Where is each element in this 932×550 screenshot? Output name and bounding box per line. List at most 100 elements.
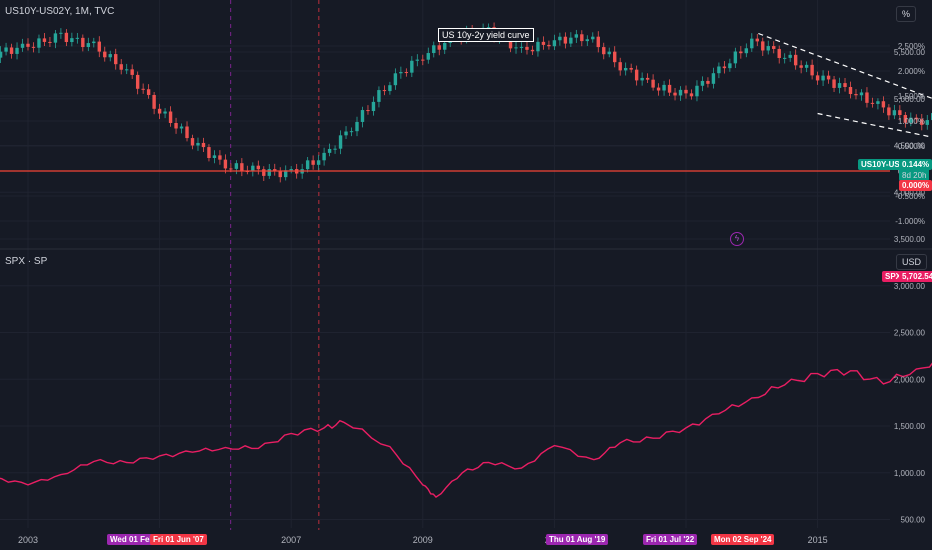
candle-body: [432, 45, 436, 54]
candle-body: [530, 49, 535, 52]
candle-body: [0, 51, 3, 58]
spx-last-value-tag: 5,702.54: [899, 271, 932, 282]
candle-body: [119, 64, 123, 70]
candle-body: [618, 62, 622, 71]
spx-unit-button[interactable]: USD: [896, 254, 928, 270]
candle-body: [327, 148, 332, 153]
candle-body: [536, 41, 540, 52]
candle-body: [596, 36, 600, 48]
vertical-grid: [27, 0, 819, 528]
candle-body: [103, 51, 107, 58]
candle-body: [711, 73, 716, 84]
candle-body: [700, 80, 705, 86]
candle-body: [212, 155, 217, 158]
candle-body: [4, 47, 8, 52]
candle-body: [645, 77, 650, 80]
time-marker-lines: [230, 0, 320, 530]
candle-body: [125, 69, 129, 71]
candle-body: [42, 38, 47, 42]
candle-body: [229, 168, 233, 170]
candle-body: [486, 27, 491, 29]
yield-axis-ticks: 2.500%2.000%1.500%1.000%0.500%0.000%-0.5…: [895, 42, 925, 226]
candle-body: [251, 165, 255, 172]
candle-body: [640, 77, 644, 81]
spx-y-tick-label: 1,500.00: [894, 422, 926, 431]
candle-body: [821, 75, 825, 81]
candle-body: [163, 111, 167, 114]
candle-body: [278, 170, 282, 178]
candle-body: [684, 89, 688, 94]
candle-body: [256, 165, 260, 170]
candle-body: [607, 51, 611, 55]
candle-body: [777, 48, 781, 58]
candle-body: [667, 84, 672, 93]
marker-tag-feb-2006: Wed 01 Feb '06: [107, 534, 171, 545]
candle-body: [20, 43, 25, 48]
candle-body: [218, 155, 222, 160]
candle-body: [382, 90, 387, 92]
candle-body: [196, 142, 200, 146]
yield-unit-button[interactable]: %: [896, 6, 917, 22]
candle-body: [81, 37, 85, 48]
candle-body: [114, 54, 118, 65]
spx-y-tick-label: 2,000.00: [894, 375, 926, 384]
yield-y-tick-label: 2.000%: [898, 67, 925, 76]
candle-body: [804, 64, 809, 68]
candle-body: [311, 160, 315, 165]
candle-body: [344, 131, 348, 136]
candle-body: [662, 84, 666, 91]
spx-symbol-label[interactable]: SPX · SP: [5, 256, 48, 267]
candle-body: [832, 79, 836, 88]
candle-body: [53, 33, 58, 43]
marker-tag-aug-2019: Thu 01 Aug '19: [546, 534, 609, 545]
candle-body: [349, 131, 354, 133]
candle-body: [70, 38, 74, 43]
candle-body: [574, 34, 579, 38]
candle-body: [37, 38, 41, 48]
candle-body: [64, 32, 69, 43]
candle-body: [201, 142, 206, 148]
candle-body: [399, 72, 403, 74]
candle-body: [859, 92, 864, 96]
candle-body: [421, 59, 425, 61]
candle-body: [338, 135, 343, 149]
candle-body: [689, 93, 694, 97]
candle-body: [706, 80, 710, 84]
candle-body: [141, 88, 145, 90]
trend-upper-line[interactable]: [758, 32, 932, 174]
candle-body: [9, 47, 14, 54]
x-tick-label: 2007: [281, 535, 301, 545]
candle-body: [240, 163, 244, 172]
candle-body: [437, 45, 441, 50]
candle-body: [15, 47, 19, 54]
spx-y-tick-label: 5,000.00: [894, 95, 926, 104]
candle-body: [848, 87, 853, 95]
candle-body: [673, 92, 677, 96]
yield-y-tick-label: 1.500%: [898, 92, 925, 101]
candle-body: [793, 54, 798, 66]
candle-body: [207, 147, 211, 158]
yield-symbol-label[interactable]: US10Y-US02Y, 1M, TVC: [5, 6, 115, 17]
candle-body: [914, 117, 918, 120]
candle-body: [75, 37, 80, 39]
candle-body: [443, 42, 447, 50]
spx-y-tick-label: 4,000.00: [894, 188, 926, 197]
spx-price-line: [0, 362, 932, 499]
candle-body: [651, 79, 655, 88]
candle-body: [223, 159, 228, 169]
candle-body: [377, 90, 381, 102]
yield-y-tick-label: 2.500%: [898, 42, 925, 51]
candle-body: [695, 85, 699, 97]
zero-line-value-tag: 0.000%: [899, 180, 932, 191]
candle-body: [580, 34, 584, 42]
candle-body: [728, 63, 732, 69]
candle-body: [826, 75, 831, 80]
trend-channel-lines[interactable]: [758, 32, 932, 177]
spx-y-tick-label: 3,000.00: [894, 282, 926, 291]
yield-curve-annotation[interactable]: US 10y-2y yield curve: [438, 28, 534, 42]
event-flash-icon[interactable]: ϟ: [730, 232, 744, 246]
candle-body: [185, 126, 189, 139]
spx-y-tick-label: 3,500.00: [894, 235, 926, 244]
candle-body: [388, 85, 392, 92]
